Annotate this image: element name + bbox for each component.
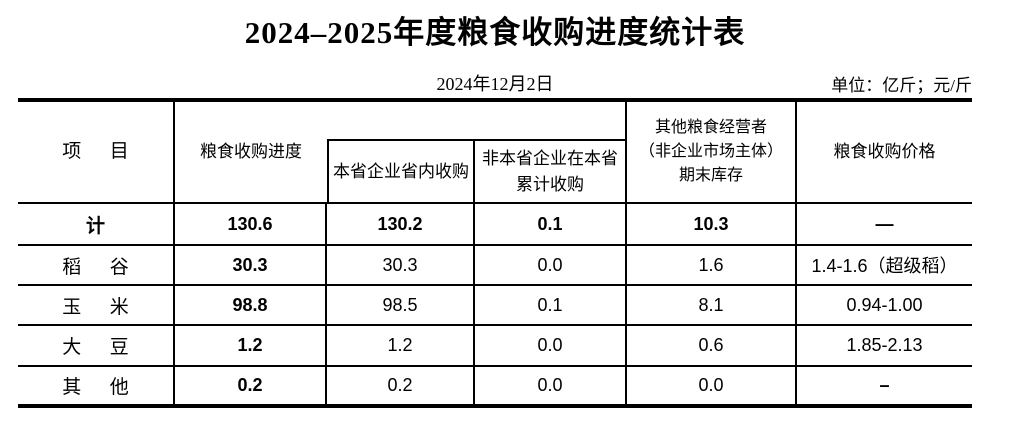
row-label: 其 他 xyxy=(18,367,175,404)
cell-progress: 30.3 xyxy=(175,246,327,286)
header-item: 项 目 xyxy=(18,102,175,204)
cell-other-stock: 0.6 xyxy=(627,326,797,367)
cell-provincial: 130.2 xyxy=(327,204,475,246)
cell-price: 0.94-1.00 xyxy=(797,286,972,326)
header-non-provincial-purchase: 非本省企业在本省 累计收购 xyxy=(475,141,627,204)
cell-provincial: 0.2 xyxy=(327,367,475,404)
cell-other-stock: 8.1 xyxy=(627,286,797,326)
header-price: 粮食收购价格 xyxy=(797,102,972,204)
cell-non-provincial: 0.0 xyxy=(475,367,627,404)
cell-other-stock: 10.3 xyxy=(627,204,797,246)
cell-progress: 130.6 xyxy=(175,204,327,246)
cell-progress: 0.2 xyxy=(175,367,327,404)
cell-other-stock: 1.6 xyxy=(627,246,797,286)
statistics-report-page: 2024–2025年度粮食收购进度统计表 2024年12月2日 单位：亿斤；元/… xyxy=(0,12,1011,439)
cell-provincial: 1.2 xyxy=(327,326,475,367)
row-label: 计 xyxy=(18,204,175,246)
unit-note: 单位：亿斤；元/斤 xyxy=(831,76,972,95)
cell-price: – xyxy=(879,375,890,395)
cell-price: 1.4-1.6（超级稻） xyxy=(797,246,972,286)
cell-provincial: 30.3 xyxy=(327,246,475,286)
row-label: 玉 米 xyxy=(18,286,175,326)
cell-progress: 98.8 xyxy=(175,286,327,326)
cell-non-provincial: 0.0 xyxy=(475,326,627,367)
row-label: 稻 谷 xyxy=(18,246,175,286)
grain-purchase-table: 项 目 粮食收购进度 本省企业省内收购 非本省企业在本省 累计收购 其他粮食经营… xyxy=(18,98,972,408)
header-progress: 粮食收购进度 xyxy=(175,102,327,204)
cell-provincial: 98.5 xyxy=(327,286,475,326)
cell-non-provincial: 0.0 xyxy=(475,246,627,286)
report-date: 2024年12月2日 xyxy=(436,74,554,94)
cell-non-provincial: 0.1 xyxy=(475,204,627,246)
page-title: 2024–2025年度粮食收购进度统计表 xyxy=(244,15,746,50)
table-meta: 2024年12月2日 单位：亿斤；元/斤 xyxy=(18,68,973,98)
row-label: 大 豆 xyxy=(18,326,175,367)
cell-non-provincial: 0.1 xyxy=(475,286,627,326)
cell-other-stock: 0.0 xyxy=(627,367,797,404)
header-other-traders-stock: 其他粮食经营者 （非企业市场主体） 期末库存 xyxy=(627,102,797,204)
cell-progress: 1.2 xyxy=(175,326,327,367)
header-provincial-purchase: 本省企业省内收购 xyxy=(327,141,475,204)
cell-price: — xyxy=(797,204,972,246)
header-spacer-cell xyxy=(327,102,627,141)
cell-price: 1.85-2.13 xyxy=(797,326,972,367)
